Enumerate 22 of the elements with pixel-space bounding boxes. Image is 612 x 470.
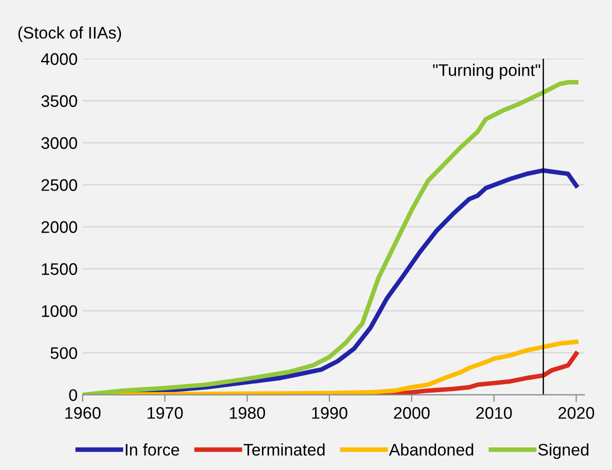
legend-label: In force [126, 443, 180, 456]
x-tick-label: 1960 [65, 407, 101, 419]
y-tick-label: 1500 [42, 263, 78, 275]
legend-label: Abandoned [389, 443, 474, 456]
x-tick-label: 1980 [230, 407, 266, 419]
legend-label: Signed [538, 443, 588, 459]
legend-label: Terminated [244, 443, 325, 456]
x-tick-label: 1990 [312, 407, 348, 419]
y-tick-label: 0 [69, 389, 78, 402]
x-tick-label: 2020 [558, 407, 594, 419]
y-tick-label: 3500 [41, 95, 78, 107]
y-tick-label: 2500 [42, 179, 78, 191]
y-tick-label: 1000 [42, 305, 78, 317]
y-tick-label: 3000 [41, 137, 78, 149]
ref-line-label: "Turning point" [433, 64, 540, 80]
y-axis-title: (Stock of IIAs) [18, 26, 121, 42]
y-tick-label: 2000 [42, 221, 78, 233]
x-tick-label: 2010 [476, 407, 512, 419]
x-tick-label: 2000 [394, 407, 430, 419]
x-tick-label: 1970 [148, 407, 183, 419]
y-tick-label: 500 [50, 347, 78, 359]
y-tick-label: 4000 [41, 53, 78, 65]
